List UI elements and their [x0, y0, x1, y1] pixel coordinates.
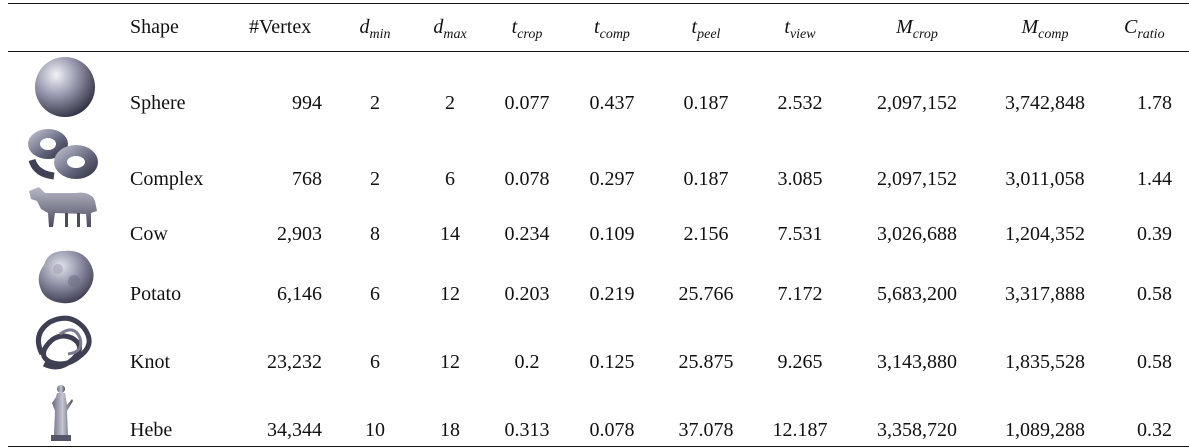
table-cell-tcrop: 0.203	[504, 283, 550, 305]
table-cell-dmin: 6	[370, 283, 380, 305]
table-cell-tpeel: 37.078	[678, 419, 734, 441]
table-cell-mcrop: 2,097,152	[877, 168, 957, 190]
table-cell-cratio: 0.32	[1137, 419, 1172, 441]
header-vertex: #Vertex	[249, 16, 312, 38]
header-tcomp: tcomp	[594, 16, 630, 42]
table-cell-tcrop: 0.2	[514, 351, 540, 373]
shape-name: Potato	[130, 283, 182, 305]
table-cell-tcomp: 0.125	[589, 351, 635, 373]
header-shape: Shape	[130, 16, 179, 38]
table-cell-dmax: 12	[440, 283, 460, 305]
table-cell-tcrop: 0.078	[504, 168, 550, 190]
cow-icon	[25, 181, 101, 236]
table-cell-vertex: 2,903	[277, 223, 322, 245]
table-cell-tview: 3.085	[777, 168, 823, 190]
hebe-statue-icon	[46, 383, 76, 448]
header-tpeel: tpeel	[691, 16, 721, 42]
table-cell-dmin: 8	[370, 223, 380, 245]
table-top-rule	[8, 3, 1189, 5]
table-cell-dmax: 18	[440, 419, 460, 441]
table-cell-tpeel: 0.187	[683, 92, 729, 114]
shape-name: Cow	[130, 223, 168, 245]
table-cell-cratio: 0.58	[1137, 351, 1172, 373]
table-cell-tpeel: 0.187	[683, 168, 729, 190]
table-cell-cratio: 1.44	[1137, 168, 1172, 190]
table-cell-tview: 2.532	[777, 92, 823, 114]
table-cell-tcrop: 0.077	[504, 92, 550, 114]
table-cell-cratio: 0.39	[1137, 223, 1172, 245]
table-cell-tcomp: 0.437	[589, 92, 635, 114]
table-cell-tview: 7.172	[777, 283, 823, 305]
table-cell-mcomp: 3,011,058	[1005, 168, 1085, 190]
table-cell-tview: 12.187	[772, 419, 828, 441]
table-cell-dmax: 2	[445, 92, 455, 114]
table-cell-tview: 7.531	[777, 223, 823, 245]
shape-name: Sphere	[130, 92, 186, 114]
table-cell-tcrop: 0.234	[504, 223, 550, 245]
shape-name: Complex	[130, 168, 204, 190]
table-cell-mcomp: 1,835,528	[1005, 351, 1085, 373]
table-cell-mcomp: 3,317,888	[1005, 283, 1085, 305]
table-cell-dmin: 6	[370, 351, 380, 373]
table-cell-dmin: 2	[370, 92, 380, 114]
shape-name: Hebe	[130, 419, 173, 441]
table-cell-mcrop: 3,358,720	[877, 419, 957, 441]
table-cell-dmin: 10	[365, 419, 385, 441]
header-tcrop: tcrop	[511, 16, 543, 42]
table-cell-tview: 9.265	[777, 351, 823, 373]
table-cell-vertex: 23,232	[267, 351, 322, 373]
header-cratio: Cratio	[1124, 16, 1165, 42]
table-cell-mcrop: 3,026,688	[877, 223, 957, 245]
table-cell-mcrop: 5,683,200	[877, 283, 957, 305]
table-cell-vertex: 994	[292, 92, 322, 114]
header-dmin: dmin	[359, 16, 391, 42]
table-cell-tcomp: 0.078	[589, 419, 635, 441]
table-cell-vertex: 34,344	[267, 419, 322, 441]
knot-icon	[30, 314, 96, 381]
header-tview: tview	[784, 16, 816, 42]
table-cell-cratio: 0.58	[1137, 283, 1172, 305]
header-dmax: dmax	[433, 16, 467, 42]
table-cell-dmax: 6	[445, 168, 455, 190]
table-cell-tpeel: 25.875	[678, 351, 734, 373]
table-cell-mcomp: 3,742,848	[1005, 92, 1085, 114]
table-cell-tpeel: 2.156	[683, 223, 729, 245]
table-cell-tpeel: 25.766	[678, 283, 734, 305]
table-cell-tcomp: 0.109	[589, 223, 635, 245]
potato-icon	[34, 247, 98, 312]
table-cell-mcomp: 1,204,352	[1005, 223, 1085, 245]
header-mcomp: Mcomp	[1021, 16, 1069, 42]
sphere-icon	[34, 56, 96, 123]
table-header-rule	[8, 51, 1189, 53]
header-mcrop: Mcrop	[896, 16, 938, 42]
table-cell-vertex: 768	[292, 168, 322, 190]
table-cell-dmin: 2	[370, 168, 380, 190]
table-cell-mcrop: 3,143,880	[877, 351, 957, 373]
complex-shape-icon	[26, 124, 100, 189]
table-cell-cratio: 1.78	[1137, 92, 1172, 114]
table-cell-tcrop: 0.313	[504, 419, 550, 441]
table-cell-vertex: 6,146	[277, 283, 322, 305]
shape-name: Knot	[130, 351, 170, 373]
table-cell-mcomp: 1,089,288	[1005, 419, 1085, 441]
table-cell-mcrop: 2,097,152	[877, 92, 957, 114]
table-cell-tcomp: 0.297	[589, 168, 635, 190]
table-cell-tcomp: 0.219	[589, 283, 635, 305]
table-cell-dmax: 12	[440, 351, 460, 373]
table-cell-dmax: 14	[440, 223, 460, 245]
